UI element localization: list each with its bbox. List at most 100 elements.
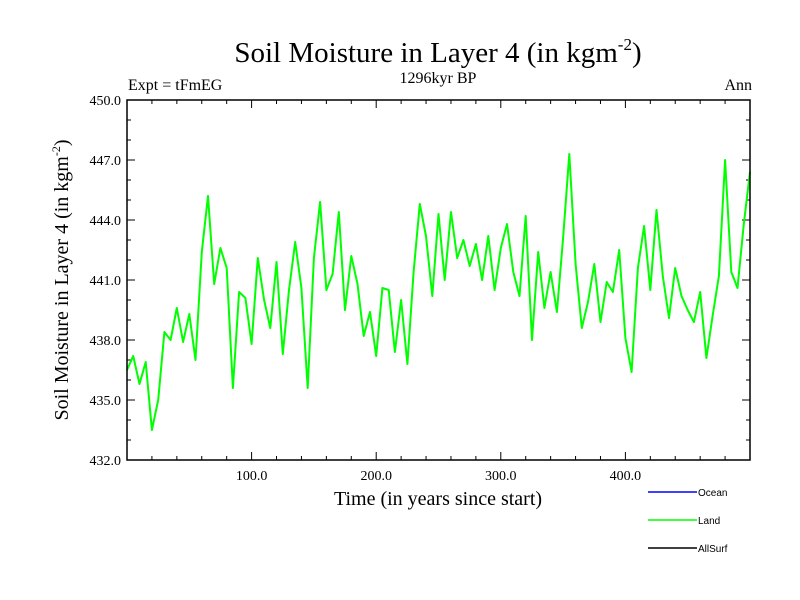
data-point xyxy=(643,225,645,227)
y-tick-label: 450.0 xyxy=(90,94,122,109)
data-point xyxy=(344,309,346,311)
data-point xyxy=(531,339,533,341)
data-point xyxy=(400,299,402,301)
season-label: Ann xyxy=(724,77,752,94)
data-point xyxy=(693,321,695,323)
y-tick-label: 447.0 xyxy=(90,154,122,169)
data-point xyxy=(225,267,228,269)
data-point xyxy=(581,327,583,329)
data-point xyxy=(743,223,745,225)
data-point xyxy=(275,261,278,263)
legend-label-land: Land xyxy=(698,516,720,527)
data-point xyxy=(207,195,209,197)
data-point xyxy=(574,263,577,265)
data-point xyxy=(462,239,465,241)
data-point xyxy=(369,311,371,313)
data-point xyxy=(325,289,328,291)
data-point xyxy=(686,309,689,311)
data-point xyxy=(736,287,739,289)
data-point xyxy=(163,331,166,333)
data-point xyxy=(381,287,384,289)
data-point xyxy=(543,307,546,309)
legend-label-allsurf: AllSurf xyxy=(698,544,728,555)
data-point xyxy=(431,295,434,297)
data-point xyxy=(506,223,508,225)
data-point xyxy=(250,343,253,345)
data-point xyxy=(730,271,733,273)
data-point xyxy=(419,203,421,205)
data-point xyxy=(151,429,153,431)
data-point xyxy=(711,315,714,317)
data-point xyxy=(194,359,197,361)
data-point xyxy=(624,337,627,339)
data-point xyxy=(338,211,340,213)
data-point xyxy=(649,289,652,291)
data-point xyxy=(201,251,203,253)
data-point xyxy=(406,363,409,365)
series-layer xyxy=(126,153,751,431)
data-point xyxy=(537,251,539,253)
data-point xyxy=(630,371,633,373)
data-point xyxy=(188,313,191,315)
data-point xyxy=(213,283,215,285)
data-point xyxy=(456,257,459,259)
data-point xyxy=(475,243,477,245)
data-point xyxy=(500,247,502,249)
data-point xyxy=(699,291,701,293)
data-point xyxy=(387,289,390,291)
y-tick-label: 432.0 xyxy=(90,454,122,469)
data-point xyxy=(244,297,247,299)
y-tick-label: 444.0 xyxy=(90,214,122,229)
data-point xyxy=(425,235,427,237)
data-point xyxy=(587,301,589,303)
legend: Ocean Land AllSurf xyxy=(648,488,728,555)
data-point xyxy=(612,291,614,293)
data-point xyxy=(512,271,515,273)
data-point xyxy=(605,281,608,283)
data-point xyxy=(138,383,141,385)
data-point xyxy=(300,287,303,289)
data-point xyxy=(680,295,683,297)
data-point xyxy=(331,273,334,275)
data-point xyxy=(350,255,353,257)
experiment-label: Expt = tFmEG xyxy=(128,77,223,94)
x-tick-label: 300.0 xyxy=(485,469,517,484)
data-point xyxy=(493,289,496,291)
data-point xyxy=(655,209,658,211)
y-tick-label: 435.0 xyxy=(90,394,122,409)
y-tick-label: 438.0 xyxy=(90,334,122,349)
data-point xyxy=(724,159,726,161)
data-point xyxy=(238,291,240,293)
data-point xyxy=(263,299,265,301)
data-point xyxy=(599,321,602,323)
data-point xyxy=(705,357,708,359)
data-point xyxy=(394,351,396,353)
data-point xyxy=(269,327,272,329)
data-point xyxy=(319,201,321,203)
chart-title: Soil Moisture in Layer 4 (in kgm-2) xyxy=(234,35,641,69)
y-tick-label: 441.0 xyxy=(90,274,122,289)
data-point xyxy=(144,361,147,363)
data-point xyxy=(468,265,471,267)
data-point xyxy=(549,271,552,273)
data-point xyxy=(282,353,284,355)
data-point xyxy=(157,399,159,401)
data-point xyxy=(674,267,676,269)
x-tick-label: 400.0 xyxy=(610,469,642,484)
data-point xyxy=(618,249,620,251)
data-point xyxy=(662,275,664,277)
data-point xyxy=(481,279,483,281)
x-tick-label: 200.0 xyxy=(360,469,392,484)
data-point xyxy=(257,257,259,259)
x-axis-label: Time (in years since start) xyxy=(334,488,542,510)
data-point xyxy=(219,247,222,249)
plot-frame xyxy=(126,99,751,461)
data-point xyxy=(450,211,452,213)
data-point xyxy=(232,387,234,389)
data-point xyxy=(593,263,596,265)
data-point xyxy=(487,235,490,237)
data-point xyxy=(306,387,309,389)
legend-label-ocean: Ocean xyxy=(698,488,727,499)
x-tick-label: 100.0 xyxy=(236,469,268,484)
data-point xyxy=(637,267,639,269)
